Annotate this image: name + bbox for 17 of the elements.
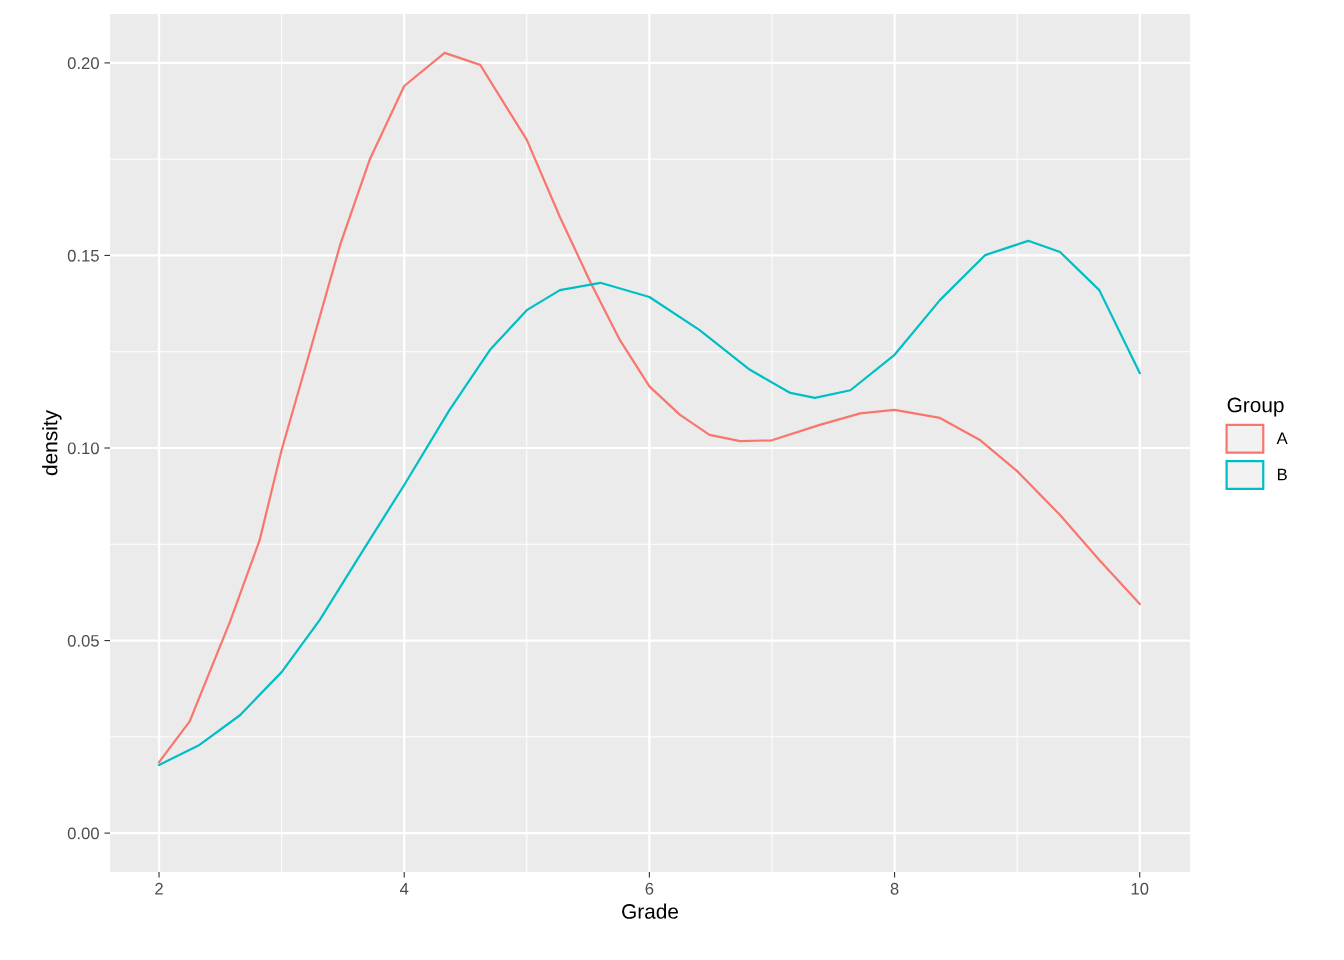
y-tick-label: 0.10: [67, 442, 99, 455]
legend-label: B: [1277, 468, 1287, 481]
x-tick-label: 10: [1131, 882, 1149, 895]
y-tick-label: 0.00: [67, 827, 99, 840]
line-series: [157, 239, 1141, 767]
x-tick-label: 6: [645, 882, 654, 895]
y-tick-label: 0.15: [67, 249, 99, 262]
line-series: [157, 51, 1141, 764]
y-tick-label: 0.05: [67, 634, 99, 647]
x-axis-title: Grade: [622, 903, 679, 919]
x-tick-label: 4: [399, 883, 409, 895]
x-tick-label: 8: [890, 882, 899, 895]
y-axis-title: density: [42, 410, 62, 476]
legend-label: A: [1276, 432, 1288, 444]
y-tick-label: 0.20: [67, 57, 99, 70]
x-tick-label: 2: [155, 882, 163, 895]
legend-title: Group: [1227, 397, 1284, 417]
